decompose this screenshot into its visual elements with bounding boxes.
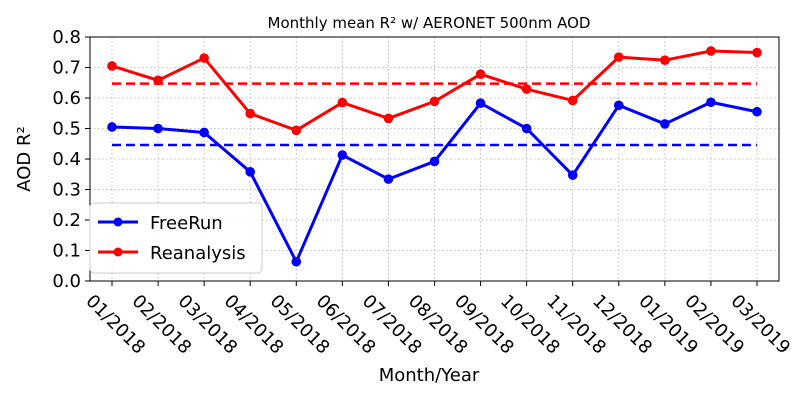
data-point-freerun (383, 174, 394, 184)
data-point-freerun (245, 167, 256, 177)
data-point-reanalysis (706, 46, 716, 56)
legend-label-freerun: FreeRun (150, 213, 223, 234)
data-point-reanalysis (153, 75, 163, 86)
y-tick-label: 0.7 (52, 58, 81, 79)
data-point-freerun (567, 170, 578, 180)
y-tick-label: 0.5 (52, 119, 81, 140)
y-tick-label: 0.4 (52, 149, 81, 170)
data-point-freerun (475, 98, 486, 108)
data-point-freerun (107, 122, 117, 132)
legend-marker-freerun (113, 217, 123, 227)
y-tick-label: 0.6 (52, 88, 81, 109)
data-point-reanalysis (383, 113, 394, 124)
data-point-reanalysis (521, 84, 532, 94)
data-point-reanalysis (245, 108, 256, 119)
data-point-freerun (337, 150, 348, 160)
y-tick-label: 0.0 (52, 271, 81, 292)
legend: FreeRun Reanalysis (89, 202, 263, 274)
data-point-reanalysis (475, 69, 486, 80)
data-point-reanalysis (291, 125, 302, 136)
y-axis-label: AOD R² (14, 126, 35, 191)
series-layer (107, 46, 762, 267)
data-point-reanalysis (567, 95, 578, 106)
legend-marker-reanalysis (113, 247, 123, 257)
legend-label-reanalysis: Reanalysis (150, 243, 246, 264)
data-point-reanalysis (429, 96, 440, 107)
data-point-freerun (199, 127, 209, 138)
data-point-reanalysis (199, 53, 209, 63)
data-point-freerun (153, 123, 163, 134)
data-point-freerun (660, 119, 670, 129)
chart-title: Monthly mean R² w/ AERONET 500nm AOD (268, 14, 591, 32)
y-tick-label: 0.1 (52, 241, 81, 262)
data-point-reanalysis (752, 47, 762, 58)
data-point-reanalysis (613, 52, 624, 62)
y-axis: 0.0 0.1 0.2 0.3 0.4 0.5 0.6 0.7 0.8 (52, 27, 90, 292)
y-tick-label: 0.8 (52, 27, 81, 48)
y-tick-label: 0.3 (52, 180, 81, 201)
y-tick-label: 0.2 (52, 210, 81, 231)
data-point-freerun (706, 97, 716, 108)
data-point-freerun (613, 100, 624, 111)
data-point-freerun (429, 156, 440, 167)
x-axis: 01/201802/201803/201804/201805/201806/20… (81, 281, 794, 358)
data-point-freerun (521, 123, 532, 134)
x-axis-label: Month/Year (379, 365, 480, 386)
data-point-reanalysis (107, 61, 117, 71)
mean-lines (112, 82, 757, 147)
data-point-freerun (291, 256, 302, 267)
data-point-reanalysis (337, 97, 348, 108)
data-point-freerun (752, 106, 762, 117)
data-point-reanalysis (660, 55, 670, 65)
